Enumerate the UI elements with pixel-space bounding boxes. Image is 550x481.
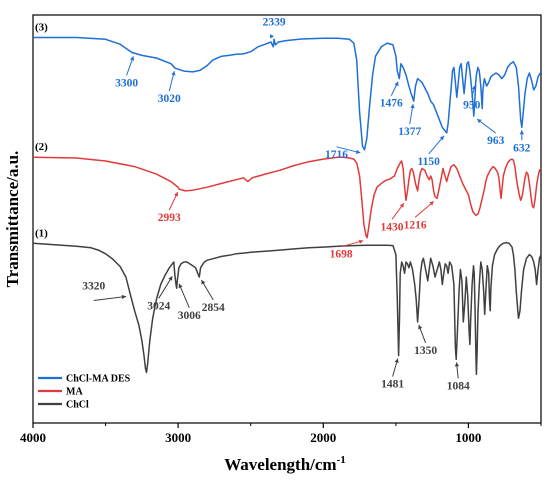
series-line-1	[32, 156, 542, 239]
annotation-label-1430: 1430	[381, 221, 404, 233]
series-line-2	[32, 241, 542, 376]
legend-label-2: ChCl	[66, 400, 89, 411]
x-tick-label-3: 1000	[455, 430, 481, 445]
annotation-arrowhead-20	[454, 362, 460, 367]
annotation-label-1481: 1481	[381, 379, 404, 391]
series-line-0	[33, 36, 542, 151]
legend-label-1: MA	[66, 387, 83, 398]
annotation-arrowhead-15	[168, 276, 173, 281]
annotation-label-2339: 2339	[263, 16, 286, 28]
annotation-label-3320: 3320	[82, 281, 105, 293]
annotation-label-950: 950	[463, 99, 481, 111]
annotation-arrowhead-11	[358, 239, 364, 244]
x-axis-title: Wavelength/cm-1	[224, 454, 346, 474]
annotation-arrowhead-0	[130, 56, 135, 61]
annotation-label-1377: 1377	[398, 126, 421, 138]
x-tick-label-2: 2000	[310, 430, 336, 445]
x-tick-label-0: 4000	[20, 430, 46, 445]
series-layer	[32, 36, 542, 376]
legend-label-0: ChCl-MA DES	[66, 374, 131, 385]
annotation-arrowhead-9	[519, 130, 524, 135]
annotation-arrowhead-5	[410, 104, 415, 109]
annotation-arrow-3	[336, 146, 361, 154]
annotation-arrow-15	[158, 276, 173, 299]
annotation-label-2993: 2993	[158, 212, 181, 224]
annotation-label-1716: 1716	[325, 149, 348, 161]
trace-label-2: (1)	[35, 227, 48, 239]
x-axis-title-main: Wavelength/cm	[224, 455, 336, 474]
annotation-label-1150: 1150	[418, 156, 441, 168]
annotation-arrow-16	[178, 283, 190, 308]
annotation-arrowhead-4	[394, 81, 399, 87]
annotation-arrowhead-7	[471, 85, 477, 90]
annotation-arrowhead-16	[178, 283, 183, 289]
annotation-label-1350: 1350	[414, 345, 437, 357]
annotation-arrowhead-2	[270, 34, 275, 39]
annotation-label-1216: 1216	[404, 219, 427, 231]
annotation-arrowhead-6	[439, 135, 444, 141]
annotation-arrowhead-10	[174, 192, 178, 197]
annotation-arrowhead-14	[121, 294, 126, 300]
x-axis-title-sup: -1	[337, 454, 346, 466]
annotation-arrow-13	[414, 201, 435, 218]
plot-frame	[32, 14, 542, 424]
annotation-label-1476: 1476	[380, 98, 403, 110]
trace-label-0: (3)	[35, 22, 48, 34]
annotation-arrowhead-12	[399, 203, 404, 208]
annotation-layer: 3300 3020 2339 1716 1476 1377 1150 950 963 632 299…	[82, 16, 530, 392]
annotation-arrow-14	[93, 296, 127, 301]
x-axis-ticks: 4000 3000 2000 1000	[20, 423, 542, 445]
annotation-label-3024: 3024	[147, 300, 170, 312]
annotation-label-963: 963	[487, 135, 505, 147]
annotation-arrowhead-13	[429, 201, 434, 206]
annotation-label-3020: 3020	[158, 93, 181, 105]
annotation-label-1698: 1698	[330, 249, 353, 261]
annotation-arrowhead-17	[201, 280, 206, 285]
y-axis-title: Transmittance/a.u.	[3, 151, 22, 288]
trace-label-1: (2)	[35, 141, 48, 153]
annotation-label-1084: 1084	[447, 380, 470, 392]
legend: ChCl-MA DES MA ChCl	[38, 374, 131, 411]
annotation-label-632: 632	[513, 142, 531, 154]
annotation-arrowhead-19	[418, 324, 423, 330]
annotation-arrowhead-18	[394, 358, 399, 363]
x-tick-label-1: 3000	[165, 430, 191, 445]
annotation-label-2854: 2854	[202, 302, 225, 314]
annotation-arrowhead-8	[477, 119, 482, 124]
annotation-arrowhead-3	[355, 149, 361, 154]
annotation-label-3006: 3006	[178, 310, 201, 322]
annotation-arrowhead-1	[171, 71, 176, 76]
annotation-label-3300: 3300	[115, 77, 138, 89]
trace-label-layer: (3) (2) (1)	[35, 22, 48, 240]
